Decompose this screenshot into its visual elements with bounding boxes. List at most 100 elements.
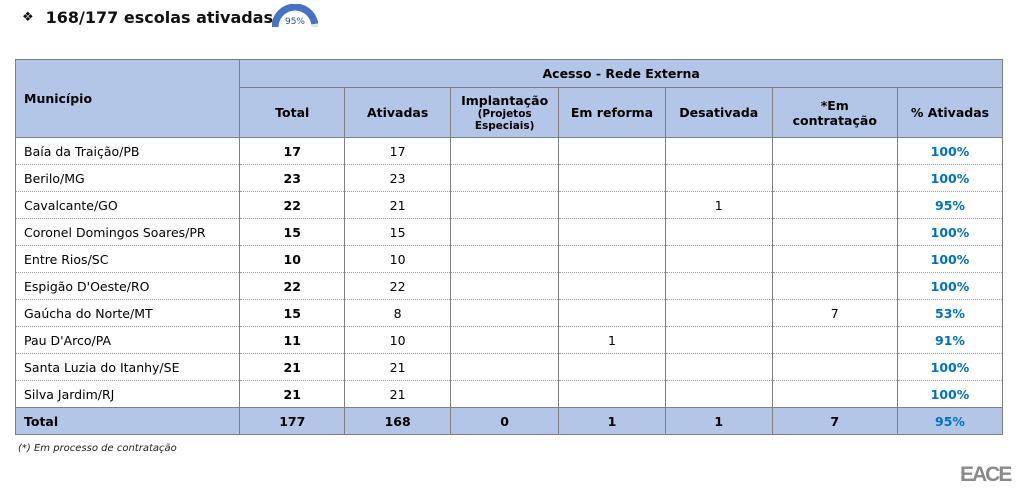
cell-pct: 100% xyxy=(896,218,1004,246)
cell-municipio: Coronel Domingos Soares/PR xyxy=(14,218,241,246)
cell-desativada xyxy=(664,164,773,192)
cell-total: 177 xyxy=(239,407,346,435)
cell-total: 21 xyxy=(239,353,346,381)
cell-implantacao xyxy=(450,218,560,246)
cell-desativada xyxy=(664,137,773,165)
col-total: Total xyxy=(239,87,346,138)
cell-contratacao: 7 xyxy=(771,299,898,327)
cell-ativadas: 23 xyxy=(344,164,452,192)
total-row: Total 177 168 0 1 1 7 95% xyxy=(14,407,1004,435)
cell-implantacao xyxy=(450,191,560,219)
cell-desativada xyxy=(664,218,773,246)
cell-contratacao xyxy=(771,191,898,219)
cell-municipio: Gaúcha do Norte/MT xyxy=(14,299,241,327)
cell-total: 11 xyxy=(239,326,346,354)
cell-pct: 100% xyxy=(896,245,1004,273)
cell-contratacao: 7 xyxy=(771,407,898,435)
cell-desativada: 1 xyxy=(664,407,773,435)
cell-pct: 100% xyxy=(896,353,1004,381)
cell-desativada xyxy=(664,380,773,408)
cell-pct: 91% xyxy=(896,326,1004,354)
cell-municipio: Silva Jardim/RJ xyxy=(14,380,241,408)
cell-total: 17 xyxy=(239,137,346,165)
cell-reforma xyxy=(558,218,666,246)
cell-reforma xyxy=(558,299,666,327)
cell-implantacao: 0 xyxy=(450,407,560,435)
gauge-chart: 95% xyxy=(272,4,318,27)
cell-reforma xyxy=(558,137,666,165)
cell-pct: 100% xyxy=(896,137,1004,165)
group-header: Acesso - Rede Externa xyxy=(239,59,1003,88)
summary-title: ❖ 168/177 escolas ativadas xyxy=(22,8,273,27)
cell-total: 15 xyxy=(239,299,346,327)
table-row: Coronel Domingos Soares/PR 15 15 100% xyxy=(14,218,1004,246)
footnote: (*) Em processo de contratação xyxy=(18,443,177,454)
cell-municipio: Total xyxy=(14,407,241,435)
cell-implantacao xyxy=(450,272,560,300)
cell-reforma: 1 xyxy=(558,407,666,435)
cell-municipio: Cavalcante/GO xyxy=(14,191,241,219)
diamond-bullet-icon: ❖ xyxy=(22,10,34,25)
cell-total: 21 xyxy=(239,380,346,408)
table-row: Espigão D'Oeste/RO 22 22 100% xyxy=(14,272,1004,300)
col-contratacao: *Em contratação xyxy=(771,87,898,138)
col-implantacao: Implantação (Projetos Especiais) xyxy=(450,87,560,138)
cell-implantacao xyxy=(450,299,560,327)
cell-ativadas: 21 xyxy=(344,380,452,408)
cell-municipio: Berilo/MG xyxy=(14,164,241,192)
cell-reforma xyxy=(558,272,666,300)
cell-reforma xyxy=(558,353,666,381)
cell-implantacao xyxy=(450,245,560,273)
table-row: Entre Rios/SC 10 10 100% xyxy=(14,245,1004,273)
cell-ativadas: 168 xyxy=(344,407,452,435)
cell-total: 15 xyxy=(239,218,346,246)
cell-ativadas: 15 xyxy=(344,218,452,246)
cell-reforma: 1 xyxy=(558,326,666,354)
cell-ativadas: 22 xyxy=(344,272,452,300)
cell-contratacao xyxy=(771,380,898,408)
cell-desativada xyxy=(664,299,773,327)
table-row: Gaúcha do Norte/MT 15 8 7 53% xyxy=(14,299,1004,327)
cell-contratacao xyxy=(771,245,898,273)
cell-ativadas: 8 xyxy=(344,299,452,327)
cell-implantacao xyxy=(450,353,560,381)
cell-ativadas: 10 xyxy=(344,245,452,273)
cell-municipio: Espigão D'Oeste/RO xyxy=(14,272,241,300)
cell-total: 23 xyxy=(239,164,346,192)
col-municipio: Município xyxy=(14,59,241,138)
col-reforma: Em reforma xyxy=(558,87,666,138)
cell-reforma xyxy=(558,380,666,408)
cell-desativada: 1 xyxy=(664,191,773,219)
table-row: Cavalcante/GO 22 21 1 95% xyxy=(14,191,1004,219)
cell-contratacao xyxy=(771,353,898,381)
cell-pct: 53% xyxy=(896,299,1004,327)
cell-municipio: Pau D'Arco/PA xyxy=(14,326,241,354)
cell-reforma xyxy=(558,164,666,192)
cell-total: 22 xyxy=(239,191,346,219)
schools-table: Município Acesso - Rede Externa Total At… xyxy=(14,59,1004,435)
cell-implantacao xyxy=(450,137,560,165)
gauge-fill xyxy=(272,4,318,27)
eace-logo: EACE xyxy=(960,463,1012,486)
table-row: Pau D'Arco/PA 11 10 1 91% xyxy=(14,326,1004,354)
cell-desativada xyxy=(664,245,773,273)
cell-ativadas: 21 xyxy=(344,191,452,219)
table-row: Santa Luzia do Itanhy/SE 21 21 100% xyxy=(14,353,1004,381)
col-implantacao-sub: (Projetos Especiais) xyxy=(474,108,535,132)
cell-pct: 95% xyxy=(896,191,1004,219)
cell-ativadas: 21 xyxy=(344,353,452,381)
cell-municipio: Baía da Traição/PB xyxy=(14,137,241,165)
cell-contratacao xyxy=(771,272,898,300)
cell-desativada xyxy=(664,272,773,300)
cell-implantacao xyxy=(450,164,560,192)
cell-reforma xyxy=(558,245,666,273)
cell-implantacao xyxy=(450,326,560,354)
cell-ativadas: 10 xyxy=(344,326,452,354)
cell-contratacao xyxy=(771,326,898,354)
cell-implantacao xyxy=(450,380,560,408)
cell-total: 10 xyxy=(239,245,346,273)
cell-pct: 100% xyxy=(896,380,1004,408)
cell-pct: 100% xyxy=(896,272,1004,300)
cell-contratacao xyxy=(771,137,898,165)
cell-contratacao xyxy=(771,218,898,246)
